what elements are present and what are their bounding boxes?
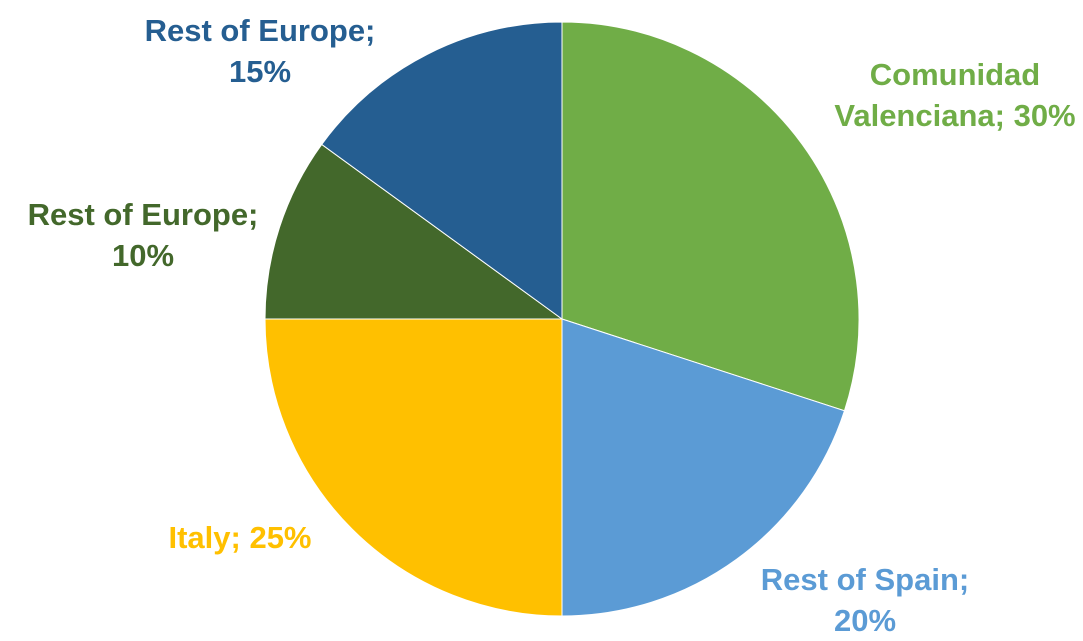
data-label-line: Comunidad	[870, 57, 1041, 92]
pie-slice-4	[264, 143, 564, 320]
data-label-line: Italy; 25%	[168, 520, 311, 555]
data-label-line: Rest of Spain;	[761, 562, 969, 597]
data-label-line: Rest of Europe;	[145, 13, 376, 48]
pie-slice-5	[321, 21, 563, 320]
pie-data-labels: Comunidad Valenciana; 30% Rest of Spain; 20…	[28, 13, 1076, 638]
data-label-line: Valenciana; 30%	[834, 98, 1075, 133]
data-label-line: Rest of Europe;	[28, 197, 259, 232]
data-label-4: Rest of Europe; 10%	[28, 197, 259, 273]
data-label-3: Italy; 25%	[168, 520, 311, 555]
data-label-line: 15%	[229, 54, 291, 89]
pie-slice-2	[561, 318, 846, 617]
pie-slice-3	[264, 318, 563, 617]
data-label-2: Rest of Spain; 20%	[761, 562, 969, 638]
pie-slice-1	[561, 21, 860, 412]
data-label-line: 20%	[834, 603, 896, 638]
data-label-5: Rest of Europe; 15%	[145, 13, 376, 89]
data-label-line: 10%	[112, 238, 174, 273]
pie-slices	[264, 21, 860, 617]
data-label-1: Comunidad Valenciana; 30%	[834, 57, 1075, 133]
